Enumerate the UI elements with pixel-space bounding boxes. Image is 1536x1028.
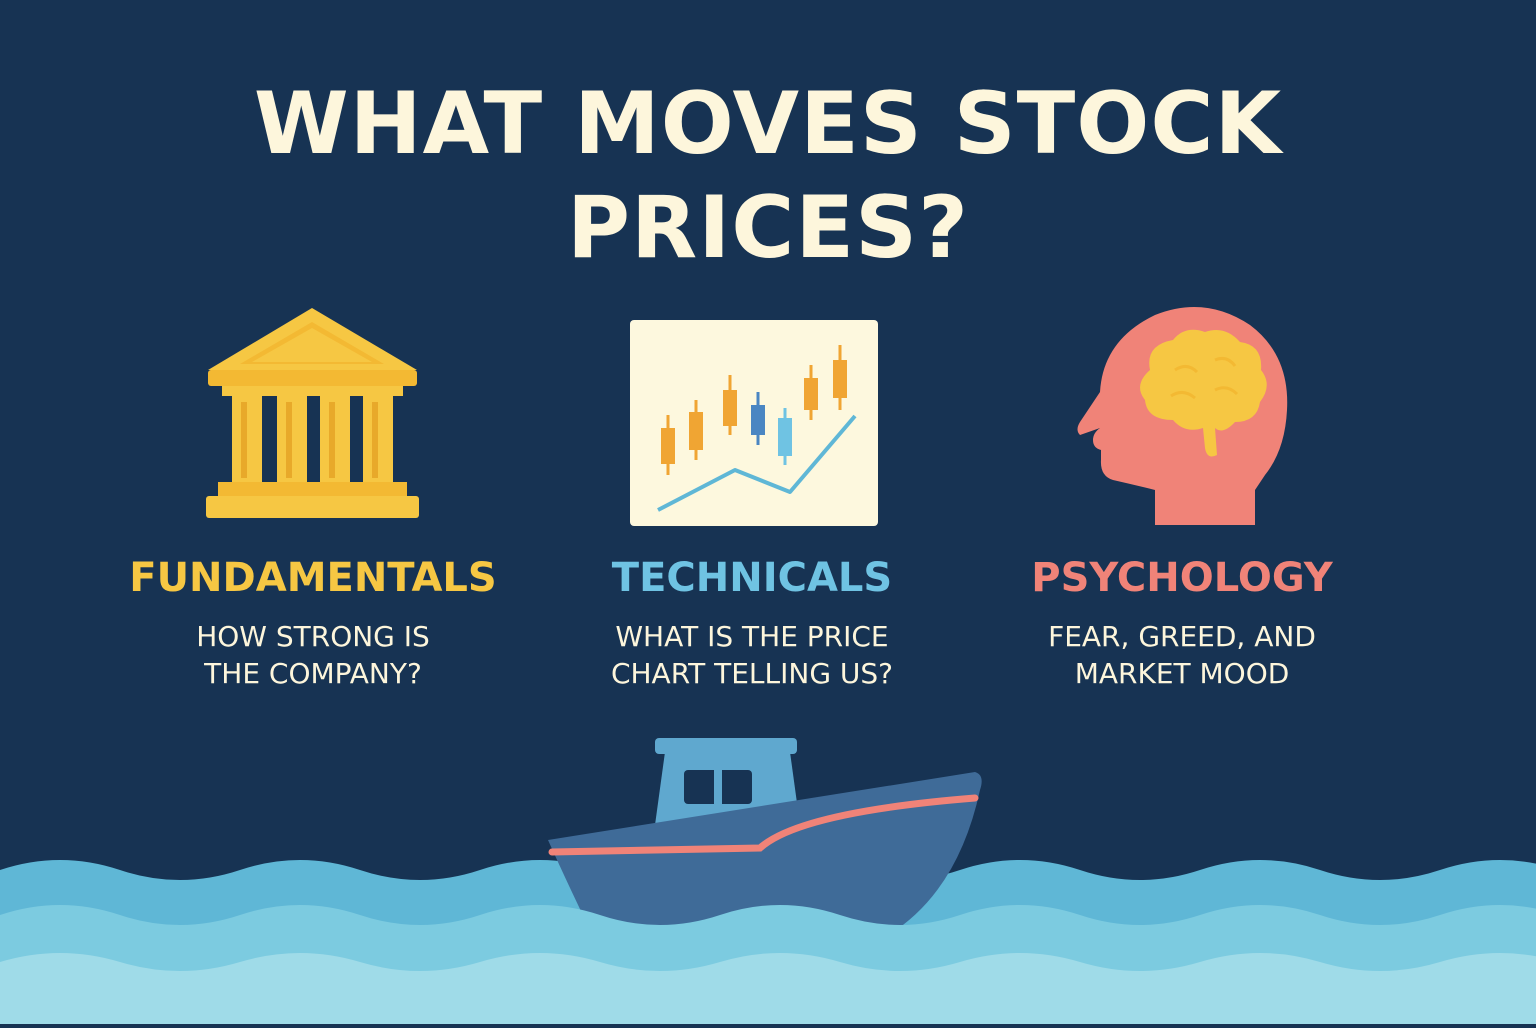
technicals-desc-line-1: WHAT IS THE PRICE	[615, 620, 889, 653]
psychology-desc-line-1: FEAR, GREED, AND	[1048, 620, 1316, 653]
psychology-desc-line-2: MARKET MOOD	[1074, 657, 1290, 690]
psychology-heading: PSYCHOLOGY	[1031, 555, 1333, 601]
boat-icon	[548, 738, 982, 950]
page-title: WHAT MOVES STOCK PRICES?	[0, 72, 1536, 280]
title-line-2: PRICES?	[567, 178, 969, 278]
technicals-description: WHAT IS THE PRICE CHART TELLING US?	[532, 618, 972, 692]
fundamentals-desc-line-1: HOW STRONG IS	[196, 620, 430, 653]
wave-front	[0, 953, 1536, 1024]
head-brain-icon	[1075, 300, 1295, 528]
bank-building-icon	[200, 300, 425, 525]
fundamentals-desc-line-2: THE COMPANY?	[204, 657, 422, 690]
technicals-heading: TECHNICALS	[611, 555, 893, 601]
fundamentals-heading: FUNDAMENTALS	[129, 555, 497, 601]
title-line-1: WHAT MOVES STOCK	[253, 74, 1283, 174]
fundamentals-description: HOW STRONG IS THE COMPANY?	[93, 618, 533, 692]
technicals-desc-line-2: CHART TELLING US?	[610, 657, 894, 690]
candlestick-chart-icon	[630, 320, 878, 526]
boat-on-waves-illustration	[0, 700, 1536, 1024]
psychology-description: FEAR, GREED, AND MARKET MOOD	[962, 618, 1402, 692]
